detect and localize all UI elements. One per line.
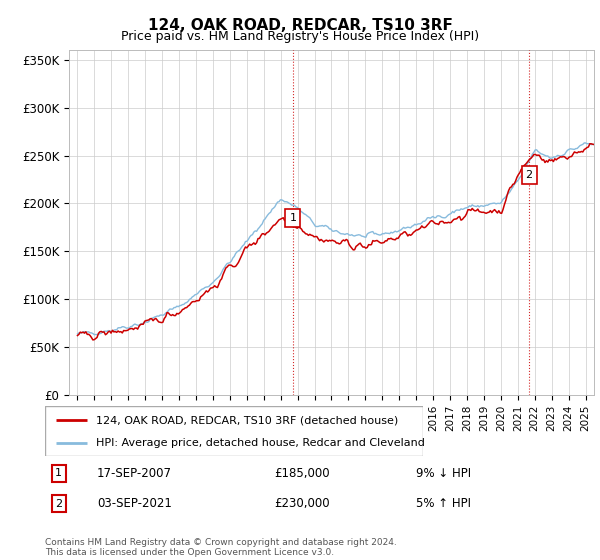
Text: Price paid vs. HM Land Registry's House Price Index (HPI): Price paid vs. HM Land Registry's House …: [121, 30, 479, 43]
Text: 1: 1: [55, 468, 62, 478]
Text: 9% ↓ HPI: 9% ↓ HPI: [416, 467, 472, 480]
Text: Contains HM Land Registry data © Crown copyright and database right 2024.
This d: Contains HM Land Registry data © Crown c…: [45, 538, 397, 557]
Text: 03-SEP-2021: 03-SEP-2021: [97, 497, 172, 510]
Text: 124, OAK ROAD, REDCAR, TS10 3RF (detached house): 124, OAK ROAD, REDCAR, TS10 3RF (detache…: [96, 415, 398, 425]
Text: £185,000: £185,000: [274, 467, 330, 480]
Text: £230,000: £230,000: [274, 497, 330, 510]
Text: HPI: Average price, detached house, Redcar and Cleveland: HPI: Average price, detached house, Redc…: [96, 438, 425, 448]
Text: 2: 2: [526, 170, 533, 180]
Text: 124, OAK ROAD, REDCAR, TS10 3RF: 124, OAK ROAD, REDCAR, TS10 3RF: [148, 18, 452, 33]
Text: 5% ↑ HPI: 5% ↑ HPI: [416, 497, 471, 510]
Text: 1: 1: [289, 213, 296, 223]
Text: 2: 2: [55, 499, 62, 509]
Text: 17-SEP-2007: 17-SEP-2007: [97, 467, 172, 480]
